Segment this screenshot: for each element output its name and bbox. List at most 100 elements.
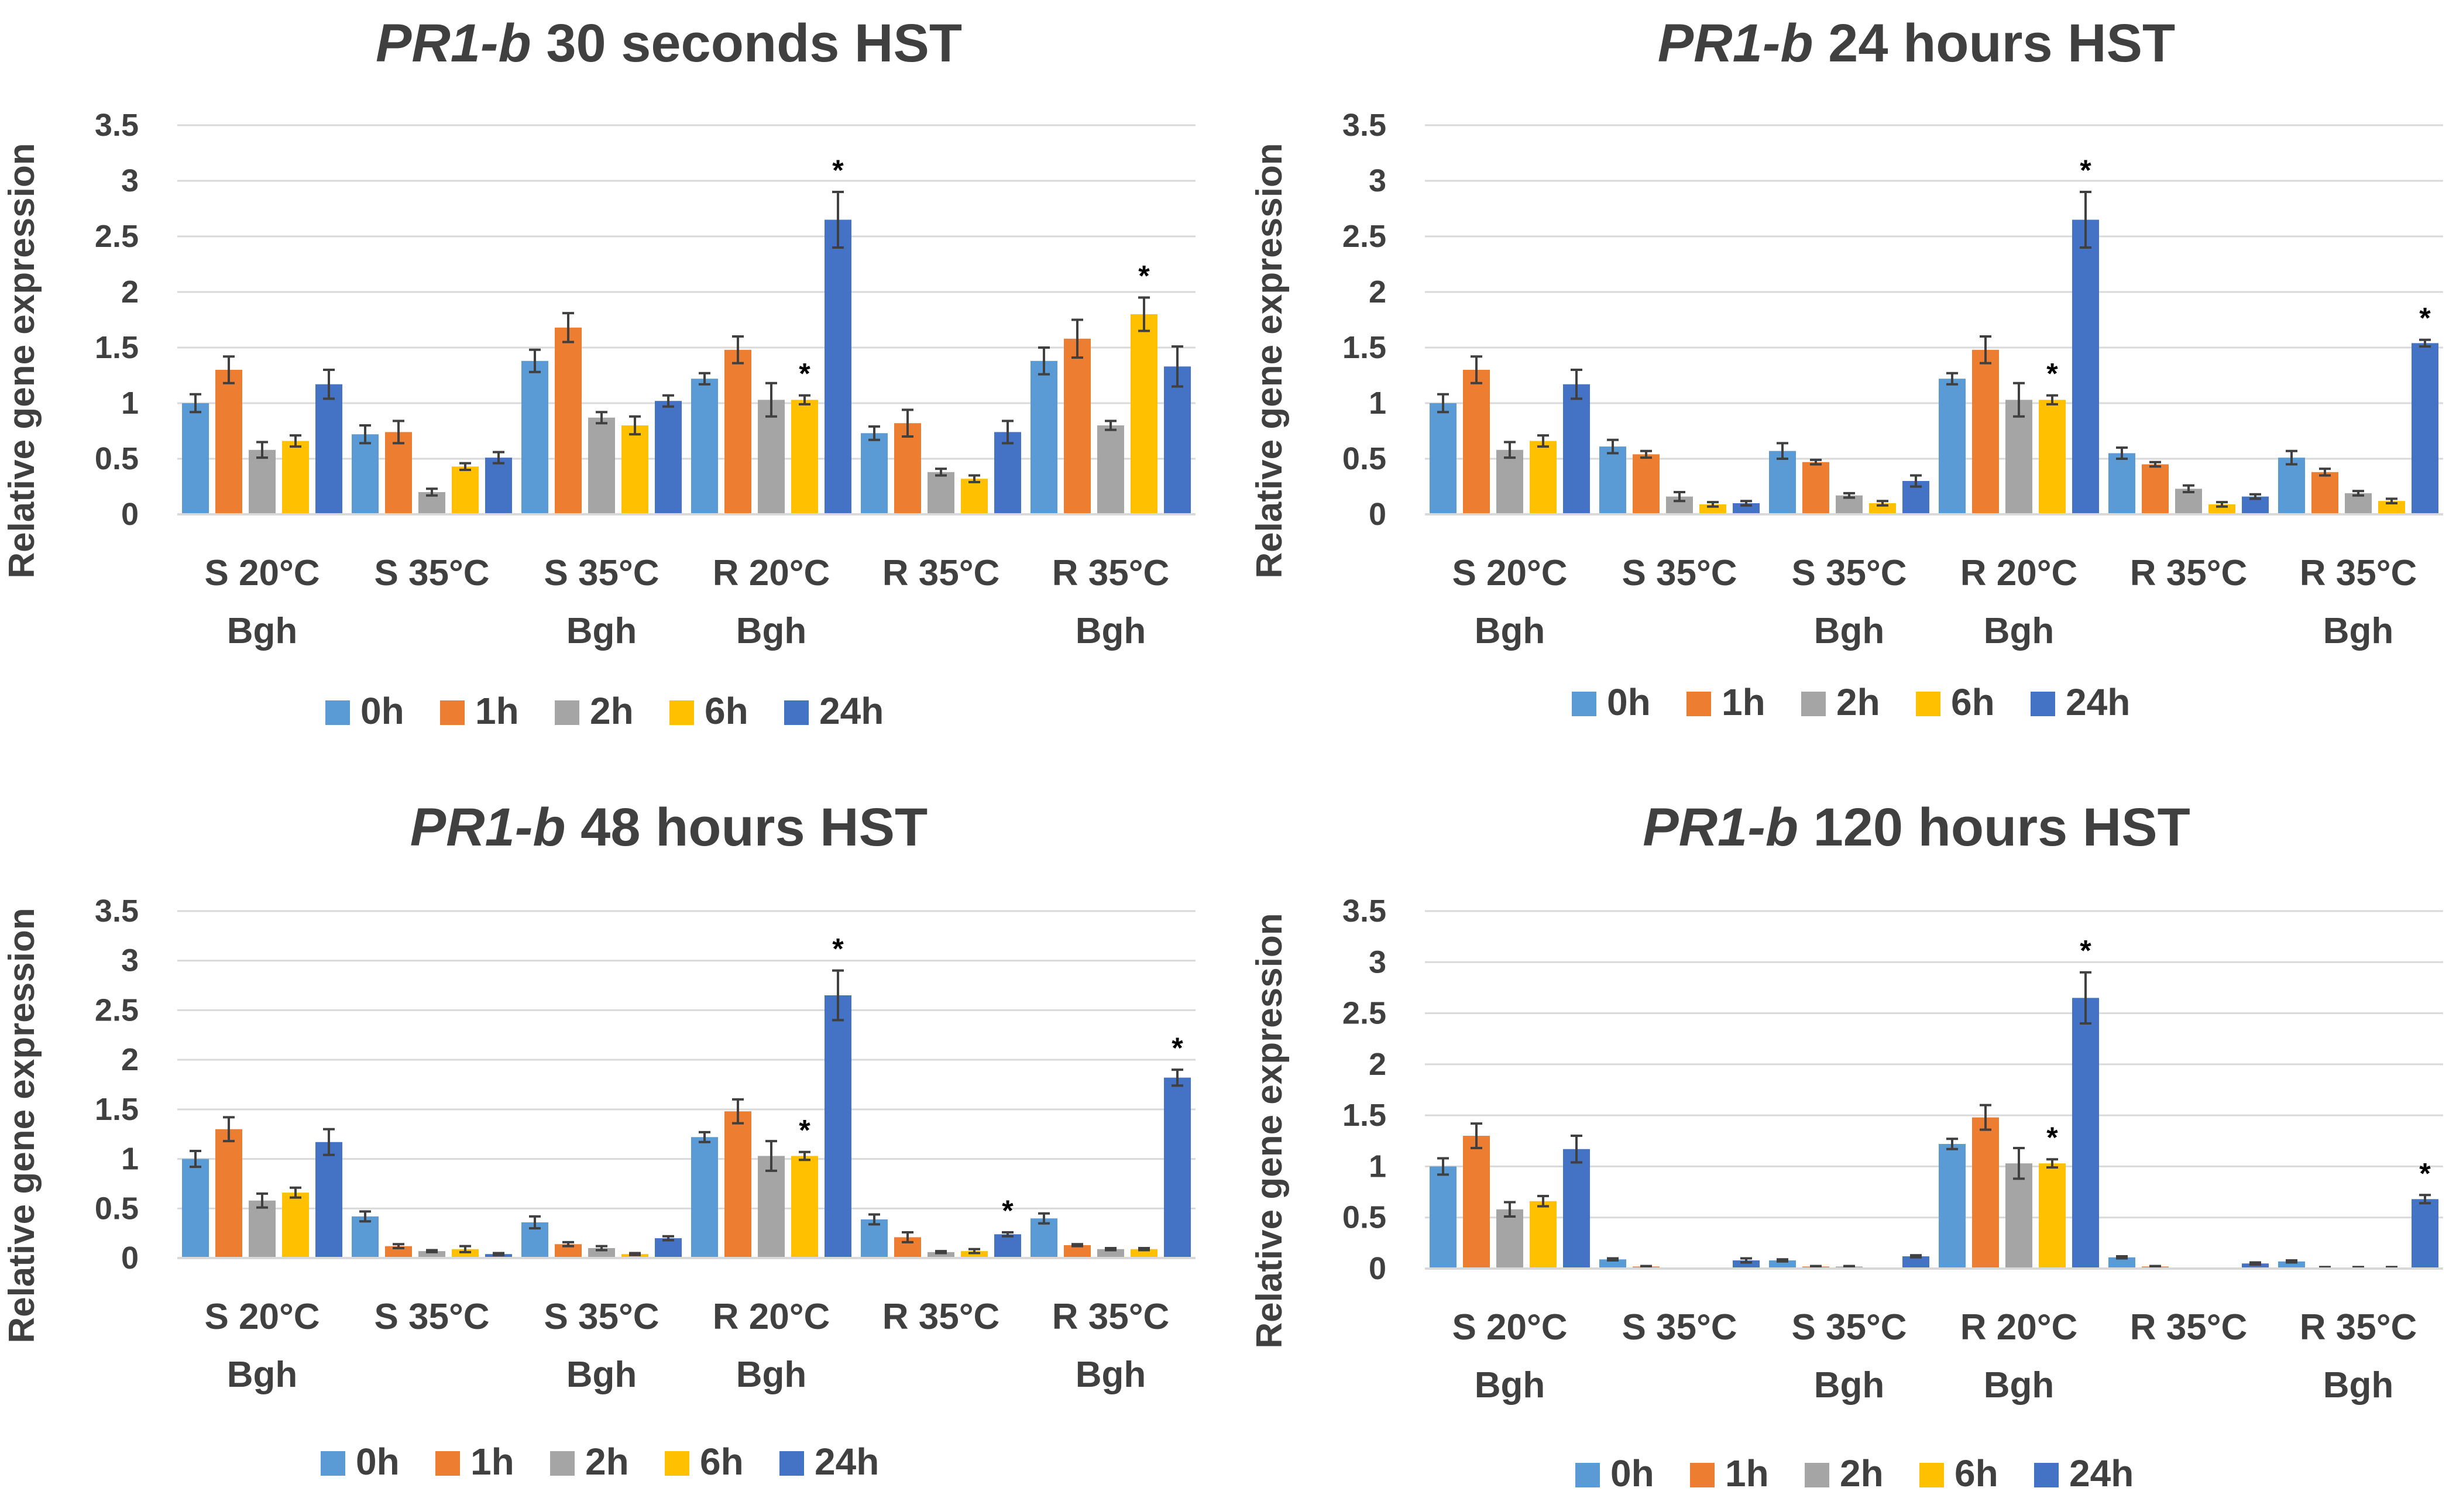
bar-0h-6 [1031,1218,1057,1258]
bar-1h-3 [555,1244,582,1258]
bar-2h-2 [418,1251,445,1258]
chart-title: PR1-b 48 hours HST [410,798,928,857]
bar-6h-6 [1131,314,1157,514]
legend-swatch-6h [1919,1463,1944,1487]
x-tick-label: R 35°C [882,553,1000,593]
x-tick-sublabel: Bgh [1475,611,1545,651]
legend-label: 0h [1607,681,1651,723]
bar-2h-4 [2005,400,2032,514]
y-tick-label: 3 [121,163,139,198]
legend-label: 1h [475,690,519,732]
bar-24h-1 [1563,1149,1590,1269]
bar-1h-1 [215,1129,242,1258]
chart-title: PR1-b 24 hours HST [1658,13,2175,73]
legend-label: 1h [1722,681,1765,723]
bar-24h-2 [1733,1260,1760,1269]
bar-0h-4 [1939,1144,1966,1269]
legend-label: 0h [356,1441,400,1483]
bar-0h-6 [2278,458,2305,514]
bar-2h-1 [249,1200,276,1258]
bar-6h-4 [791,400,818,514]
x-tick-label: R 35°C [2300,553,2417,593]
bar-24h-3 [1902,1256,1929,1269]
y-tick-label: 1.5 [95,1092,139,1127]
bar-1h-4 [1972,1117,1999,1269]
significance-mark: * [799,1114,810,1147]
legend-label: 24h [2069,1452,2134,1494]
x-tick-label: R 20°C [1960,553,2078,593]
y-tick-label: 1 [121,386,139,421]
bar-6h-4 [791,1156,818,1258]
bar-1h-3 [1802,462,1829,514]
bar-1h-5 [2142,464,2169,514]
bar-0h-5 [2108,1257,2135,1269]
y-axis-label: Relative gene expression [2,908,42,1343]
bar-2h-5 [928,1252,954,1258]
significance-mark: * [832,154,844,187]
legend-label: 6h [705,690,748,732]
legend-swatch-24h [2031,692,2055,716]
chart-title: PR1-b 120 hours HST [1643,798,2190,857]
x-tick-sublabel: Bgh [2323,611,2394,651]
legend-label: 0h [1610,1452,1654,1494]
y-tick-label: 2 [121,274,139,310]
legend-label: 24h [815,1441,879,1483]
legend-label: 24h [2066,681,2130,723]
bar-24h-4 [2072,998,2099,1269]
significance-mark: * [2046,358,2058,390]
y-tick-label: 2.5 [95,992,139,1028]
bar-2h-1 [249,449,276,514]
legend-label: 0h [360,690,404,732]
x-tick-label: S 35°C [374,1297,489,1337]
chart-panel-1: PR1-b 30 seconds HST 0 0.5 1 1.5 2 2.5 3 3.5 Rela… [2,13,1196,732]
x-tick-label: R 35°C [2130,1307,2248,1348]
chart-title-gene: PR1-b [376,13,531,73]
legend-label: 24h [819,690,884,732]
chart-title-gene: PR1-b [1643,798,1798,857]
bar-0h-6 [2278,1261,2305,1269]
y-tick-label: 3 [121,943,139,978]
y-tick-label: 2 [1369,274,1386,310]
legend-swatch-24h [779,1451,804,1476]
significance-mark: * [2419,302,2431,335]
significance-mark: * [1138,260,1150,293]
bar-1h-1 [1463,370,1490,514]
chart-title-text: 48 hours HST [566,798,928,857]
bar-24h-1 [315,1142,342,1258]
legend-swatch-0h [325,700,350,725]
bar-24h-6 [1164,366,1191,514]
chart-panel-3: PR1-b 48 hours HST 0 0.5 1 1.5 2 2.5 3 3.5 Relati… [2,798,1196,1483]
bar-0h-6 [1031,360,1057,514]
bar-0h-1 [1430,1166,1457,1269]
x-tick-label: R 35°C [882,1297,1000,1337]
legend-swatch-1h [440,700,465,725]
y-tick-label: 3.5 [95,894,139,929]
bar-24h-4 [2072,219,2099,514]
bar-0h-4 [691,1137,718,1258]
y-tick-label: 2.5 [1342,996,1386,1031]
bar-24h-6 [1164,1077,1191,1258]
bar-6h-2 [452,466,479,514]
y-tick-label: 0.5 [1342,441,1386,476]
bar-0h-3 [521,360,548,514]
legend-label: 2h [585,1441,629,1483]
x-tick-label: S 20°C [1452,553,1567,593]
bar-24h-3 [655,1238,682,1258]
x-tick-label: R 20°C [713,1297,830,1337]
bar-6h-1 [1530,1201,1557,1269]
bar-6h-6 [2378,501,2405,514]
x-tick-label: R 20°C [713,553,830,593]
legend-label: 6h [1955,1452,1998,1494]
x-tick-label: R 35°C [1052,1297,1170,1337]
x-tick-label: S 20°C [1452,1307,1567,1348]
bar-24h-4 [825,995,851,1258]
bar-24h-5 [994,1234,1021,1258]
bar-1h-2 [385,432,412,514]
legend-label: 2h [1836,681,1880,723]
legend-label: 6h [1951,681,1995,723]
chart-title-text: 24 hours HST [1813,13,2176,73]
bar-0h-1 [182,403,209,514]
bar-6h-4 [2039,1163,2066,1269]
chart-title-gene: PR1-b [1658,13,1813,73]
